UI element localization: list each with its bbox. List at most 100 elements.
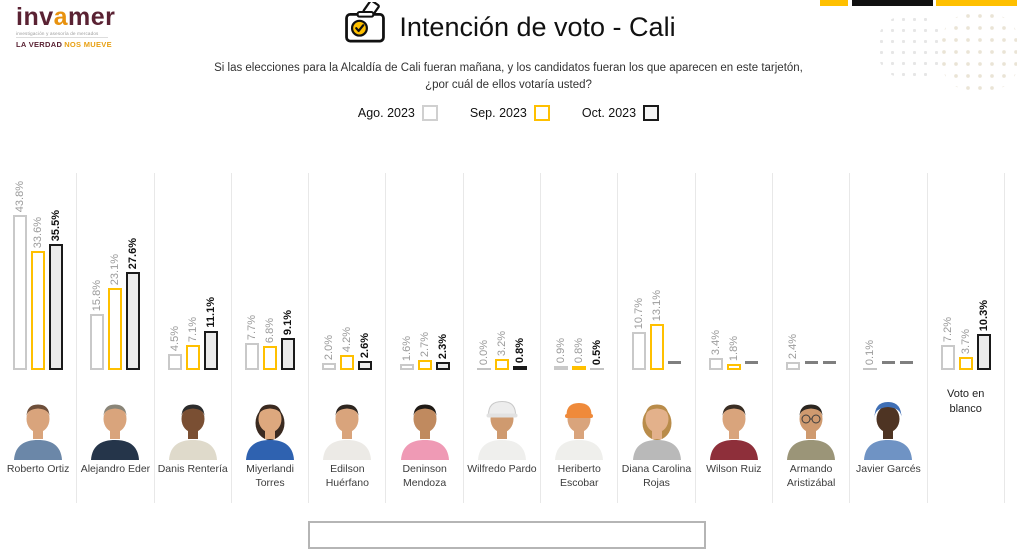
bar-slot: 4.2% — [340, 327, 355, 370]
value-label: 13.1% — [650, 289, 663, 321]
bar-ago-2023 — [708, 358, 723, 370]
bar-ago-2023 — [554, 366, 569, 370]
page-header: Intención de voto - Cali — [0, 0, 1017, 52]
bar-sep-2023 — [958, 357, 973, 370]
logo-slogan: LA VERDAD NOS MUEVE — [16, 40, 112, 49]
bar-slot: 2.4% — [786, 334, 801, 370]
bar-sep-2023 — [263, 346, 278, 370]
bar-slot: 3.2% — [494, 331, 509, 370]
dot-pattern-gray — [876, 14, 944, 80]
value-label: 4.2% — [341, 326, 354, 352]
no-data-dash — [899, 361, 913, 364]
value-label: 2.7% — [418, 331, 431, 357]
logo-accent-letter: a — [53, 3, 69, 31]
value-label: 0.1% — [864, 339, 877, 365]
candidate-column: 0.9% 0.8% 0.5% Heriberto Escobar — [541, 173, 619, 503]
value-label: 3.2% — [495, 330, 508, 356]
bar-sep-2023 — [572, 366, 587, 370]
bar-ago-2023 — [631, 332, 646, 370]
bar-group: 10.7% 13.1% — [631, 173, 682, 370]
value-label: 9.1% — [282, 309, 295, 335]
no-data-dash — [822, 361, 836, 364]
candidate-photo — [165, 398, 221, 460]
bar-sep-2023 — [31, 251, 46, 370]
candidate-name: Roberto Ortiz — [6, 463, 70, 475]
bar-group: 15.8% 23.1% 27.6% — [90, 173, 141, 370]
value-label: 15.8% — [91, 279, 104, 311]
legend-item-2: Oct. 2023 — [582, 105, 660, 121]
legend-swatch — [643, 105, 660, 121]
chart-columns: 43.8% 33.6% 35.5% Roberto Ortiz 15.8% 23.1% 27… — [0, 173, 1005, 503]
bar-slot: 2.3% — [435, 334, 450, 370]
accent-bar-yellow-left — [820, 0, 848, 6]
bar-slot: 9.1% — [281, 310, 296, 370]
bar-sep-2023 — [726, 364, 741, 370]
bar-slot: 27.6% — [126, 238, 141, 370]
bar-sep-2023 — [108, 288, 123, 370]
bar-ago-2023 — [863, 368, 878, 370]
value-label: 0.5% — [591, 339, 604, 365]
bar-oct-2023 — [435, 362, 450, 370]
bar-group: 3.4% 1.8% — [708, 173, 759, 370]
value-label: 2.0% — [323, 334, 336, 360]
value-label: 0.9% — [555, 337, 568, 363]
candidate-photo — [783, 398, 839, 460]
candidate-photo — [87, 398, 143, 460]
bar-group: 0.0% 3.2% 0.8% — [476, 173, 527, 370]
bar-slot — [804, 361, 818, 370]
value-label: 23.1% — [109, 253, 122, 285]
legend-label: Ago. 2023 — [357, 106, 415, 120]
logo-wordmark: invamer — [16, 3, 116, 31]
bar-ago-2023 — [90, 314, 105, 370]
candidate-photo — [397, 398, 453, 460]
bar-group: 2.4% — [786, 173, 836, 370]
candidate-column: 2.4% Armando Aristizábal — [773, 173, 851, 503]
bar-slot: 33.6% — [31, 217, 46, 370]
bar-slot: 0.8% — [512, 338, 527, 370]
candidate-name: Danis Rentería — [157, 463, 228, 475]
bar-slot: 0.1% — [863, 340, 878, 370]
candidate-column: 2.0% 4.2% 2.6% Edilson Huérfano — [309, 173, 387, 503]
value-label: 2.6% — [359, 332, 372, 358]
bar-sep-2023 — [185, 345, 200, 370]
value-label: 11.1% — [204, 297, 217, 328]
dot-pattern-yellow — [938, 10, 1017, 94]
value-label: 10.7% — [632, 297, 645, 329]
value-label: 7.2% — [941, 316, 954, 342]
bar-slot: 23.1% — [108, 254, 123, 370]
bar-slot: 2.6% — [358, 333, 373, 370]
candidate-name: Miyerlandi Torres — [246, 463, 294, 489]
bar-oct-2023 — [512, 366, 527, 370]
bar-slot: 43.8% — [13, 181, 28, 370]
bar-slot: 4.5% — [167, 326, 182, 370]
bar-slot: 7.1% — [185, 317, 200, 370]
candidate-name: Deninson Mendoza — [402, 463, 447, 489]
candidate-column: 43.8% 33.6% 35.5% Roberto Ortiz — [0, 173, 78, 503]
value-label: 0.0% — [477, 339, 490, 365]
bar-ago-2023 — [476, 368, 491, 370]
bar-oct-2023 — [976, 334, 991, 370]
bar-slot — [881, 361, 895, 370]
candidate-name: Armando Aristizábal — [786, 463, 836, 489]
value-label: 4.5% — [168, 325, 181, 351]
bar-slot: 3.4% — [708, 330, 723, 370]
bar-sep-2023 — [417, 360, 432, 370]
candidate-photo — [551, 398, 607, 460]
bar-group: 0.9% 0.8% 0.5% — [554, 173, 605, 370]
bar-ago-2023 — [940, 345, 955, 370]
candidate-name: Javier Garcés — [856, 463, 921, 475]
candidate-name: Wilfredo Pardo — [467, 463, 537, 475]
candidate-photo — [706, 398, 762, 460]
bar-slot: 0.0% — [476, 340, 491, 370]
candidate-column: 10.7% 13.1% Diana Carolina Rojas — [618, 173, 696, 503]
footnote-box — [308, 521, 706, 549]
bar-slot: 35.5% — [49, 210, 64, 370]
bar-slot: 15.8% — [90, 280, 105, 370]
bar-group: 43.8% 33.6% 35.5% — [13, 173, 64, 370]
bar-group: 1.6% 2.7% 2.3% — [399, 173, 450, 370]
value-label: 7.7% — [246, 314, 259, 340]
bar-slot — [899, 361, 913, 370]
candidate-photo — [319, 398, 375, 460]
no-data-dash — [804, 361, 818, 364]
candidate-name: Diana Carolina Rojas — [621, 463, 692, 489]
